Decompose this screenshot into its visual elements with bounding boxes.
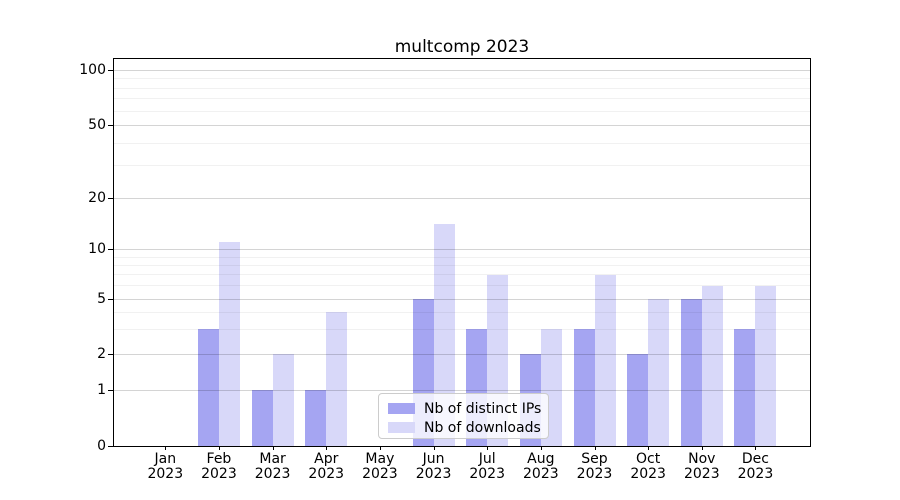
x-tick-mark bbox=[326, 446, 328, 450]
y-tick-mark bbox=[108, 70, 113, 71]
x-tick-label-jul: Jul 2023 bbox=[469, 451, 505, 482]
y-tick-mark bbox=[108, 249, 113, 250]
bar-dec-downloads bbox=[755, 285, 777, 446]
minor-gridline bbox=[114, 98, 810, 100]
legend-item-distinct-ips: Nb of distinct IPs bbox=[388, 400, 542, 417]
x-tick-label-dec: Dec 2023 bbox=[737, 451, 774, 482]
major-gridline bbox=[114, 125, 810, 126]
plot-area bbox=[113, 58, 811, 447]
y-tick-label: 0 bbox=[97, 438, 106, 454]
y-tick-label: 10 bbox=[88, 241, 106, 257]
x-tick-mark bbox=[487, 446, 489, 450]
bar-sep-distinct-ips bbox=[573, 329, 595, 446]
x-tick-mark bbox=[648, 446, 650, 450]
minor-gridline bbox=[114, 285, 810, 287]
y-tick-mark bbox=[108, 197, 113, 199]
y-tick-label: 100 bbox=[79, 62, 106, 78]
bar-apr-downloads bbox=[326, 312, 348, 446]
minor-gridline bbox=[114, 78, 810, 80]
bar-oct-distinct-ips bbox=[627, 354, 649, 446]
x-tick-mark bbox=[701, 446, 703, 450]
major-gridline bbox=[114, 197, 810, 199]
x-tick-mark bbox=[755, 446, 757, 450]
minor-gridline bbox=[114, 312, 810, 314]
legend-label-distinct-ips: Nb of distinct IPs bbox=[424, 400, 542, 417]
x-tick-label-jan: Jan 2023 bbox=[147, 451, 184, 482]
x-tick-label-mar: Mar 2023 bbox=[254, 451, 291, 482]
y-tick-mark bbox=[108, 446, 113, 447]
bar-sep-downloads bbox=[594, 274, 616, 446]
minor-gridline bbox=[114, 329, 810, 331]
minor-gridline bbox=[114, 110, 810, 112]
x-tick-label-feb: Feb 2023 bbox=[201, 451, 237, 482]
y-tick-mark bbox=[108, 354, 113, 355]
y-tick-label: 20 bbox=[88, 189, 106, 206]
bar-apr-distinct-ips bbox=[305, 389, 327, 446]
x-tick-label-oct: Oct 2023 bbox=[630, 451, 666, 482]
x-tick-label-aug: Aug 2023 bbox=[523, 451, 559, 482]
bar-nov-distinct-ips bbox=[680, 298, 702, 446]
legend-swatch-distinct-ips bbox=[388, 403, 415, 414]
major-gridline bbox=[114, 354, 810, 355]
x-tick-label-sep: Sep 2023 bbox=[576, 451, 613, 482]
major-gridline bbox=[114, 249, 810, 250]
bar-oct-downloads bbox=[648, 298, 670, 446]
bar-nov-downloads bbox=[701, 285, 723, 446]
chart-title: multcomp 2023 bbox=[394, 37, 530, 57]
y-tick-mark bbox=[108, 125, 113, 126]
x-tick-mark bbox=[540, 446, 542, 450]
major-gridline bbox=[114, 70, 810, 71]
bar-feb-downloads bbox=[218, 241, 240, 446]
minor-gridline bbox=[114, 274, 810, 276]
x-tick-label-jun: Jun 2023 bbox=[415, 451, 452, 482]
x-tick-mark bbox=[379, 446, 381, 450]
minor-gridline bbox=[114, 142, 810, 144]
y-tick-label: 50 bbox=[88, 117, 106, 133]
grid-layer bbox=[114, 59, 810, 446]
x-tick-label-nov: Nov 2023 bbox=[683, 451, 720, 482]
y-tick-label: 2 bbox=[97, 346, 106, 362]
x-tick-label-apr: Apr 2023 bbox=[308, 451, 345, 482]
y-tick-mark bbox=[108, 389, 113, 391]
x-tick-mark bbox=[165, 446, 167, 450]
major-gridline bbox=[114, 298, 810, 300]
x-tick-mark bbox=[594, 446, 596, 450]
bar-feb-distinct-ips bbox=[197, 329, 219, 446]
legend-swatch-downloads bbox=[388, 422, 415, 433]
minor-gridline bbox=[114, 264, 810, 266]
legend: Nb of distinct IPs Nb of downloads bbox=[378, 393, 549, 439]
x-tick-mark bbox=[433, 446, 435, 450]
bar-mar-downloads bbox=[272, 354, 294, 446]
legend-item-downloads: Nb of downloads bbox=[388, 419, 541, 436]
minor-gridline bbox=[114, 87, 810, 89]
bar-mar-distinct-ips bbox=[251, 389, 273, 446]
y-tick-mark bbox=[108, 298, 113, 300]
bar-dec-distinct-ips bbox=[734, 329, 756, 446]
legend-label-downloads: Nb of downloads bbox=[424, 419, 541, 436]
y-tick-label: 5 bbox=[97, 290, 106, 307]
bar-jun-downloads bbox=[433, 224, 455, 446]
x-tick-mark bbox=[218, 446, 220, 450]
minor-gridline bbox=[114, 165, 810, 167]
x-tick-mark bbox=[272, 446, 274, 450]
major-gridline bbox=[114, 389, 810, 391]
x-tick-label-may: May 2023 bbox=[362, 451, 398, 482]
y-tick-label: 1 bbox=[97, 381, 106, 398]
minor-gridline bbox=[114, 256, 810, 258]
